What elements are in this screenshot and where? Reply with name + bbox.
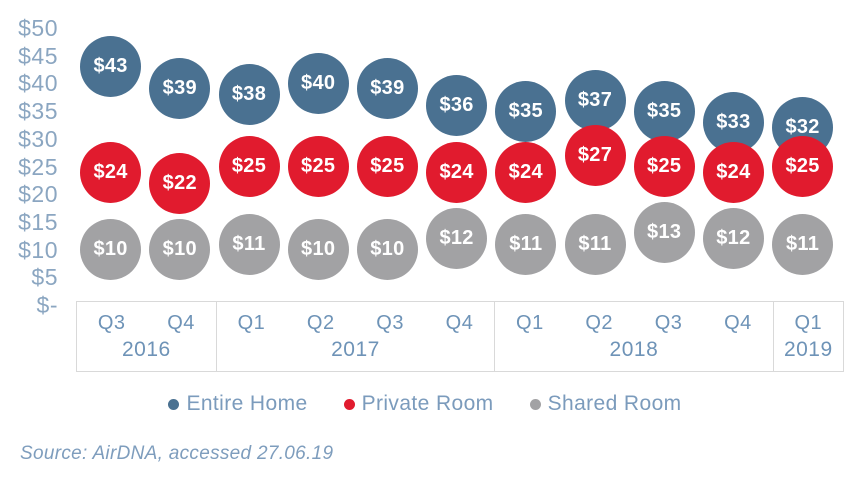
legend-dot-icon xyxy=(529,398,541,410)
bubble-private-room: $25 xyxy=(218,136,280,197)
legend-item-entire-home: Entire Home xyxy=(168,392,307,416)
y-tick-label: $45 xyxy=(18,42,58,69)
y-tick-label: $25 xyxy=(18,153,58,180)
legend-label: Shared Room xyxy=(547,392,682,415)
x-tick-label: Q1 xyxy=(516,311,544,334)
bubble-shared-room: $10 xyxy=(80,219,142,281)
x-axis-group-2019: Q1 2019 xyxy=(774,302,843,371)
legend-item-shared-room: Shared Room xyxy=(529,392,682,416)
x-tick-label: Q2 xyxy=(585,311,614,334)
y-tick-label: $- xyxy=(36,292,58,318)
x-tick-label: Q4 xyxy=(724,311,752,334)
bubble-private-room: $22 xyxy=(149,152,211,214)
bubble-shared-room: $11 xyxy=(218,213,280,275)
bubble-shared-room: $11 xyxy=(564,213,626,275)
quarter-row: Q1 Q2 Q3 Q4 xyxy=(495,302,772,338)
bubble-entire-home: $37 xyxy=(564,69,626,131)
x-tick-label: Q3 xyxy=(654,311,683,334)
bubble-entire-home: $43 xyxy=(80,36,142,98)
bubble-entire-home: $39 xyxy=(356,58,418,120)
bubble-private-room: $24 xyxy=(426,141,488,203)
bubble-private-room: $25 xyxy=(356,136,418,197)
x-axis-year-label: 2016 xyxy=(122,338,171,361)
legend-item-private-room: Private Room xyxy=(343,392,494,416)
bubble-private-room: $24 xyxy=(702,141,764,203)
x-axis-group-2017: Q1 Q2 Q3 Q4 2017 xyxy=(217,302,496,371)
quarter-row: Q1 xyxy=(774,302,843,338)
x-tick-label: Q4 xyxy=(445,311,474,334)
y-tick-label: $40 xyxy=(18,70,58,97)
bubble-entire-home: $40 xyxy=(287,52,349,114)
x-tick-label: Q2 xyxy=(306,311,335,334)
bubble-shared-room: $10 xyxy=(356,219,418,281)
y-axis: $50 $45 $40 $35 $30 $25 $20 $15 $10 $5 $- xyxy=(0,0,58,340)
x-tick-label: Q3 xyxy=(97,311,126,334)
source-note: Source: AirDNA, accessed 27.06.19 xyxy=(20,443,334,464)
bubble-shared-room: $13 xyxy=(633,202,695,264)
y-tick-label: $15 xyxy=(18,208,58,235)
quarter-row: Q3 Q4 xyxy=(77,302,216,338)
x-axis-group-2018: Q1 Q2 Q3 Q4 2018 xyxy=(495,302,774,371)
legend: Entire Home Private Room Shared Room xyxy=(0,392,850,416)
y-tick-label: $30 xyxy=(18,125,58,152)
bubble-shared-room: $10 xyxy=(149,219,211,281)
x-axis-group-2016: Q3 Q4 2016 xyxy=(77,302,217,371)
x-axis-year-label: 2018 xyxy=(609,338,659,361)
bubble-private-room: $25 xyxy=(772,136,834,197)
bubble-entire-home: $35 xyxy=(633,80,695,142)
bubble-shared-room: $12 xyxy=(426,208,488,270)
bubble-shared-room: $11 xyxy=(495,213,557,275)
x-axis-year-label: 2019 xyxy=(783,338,833,361)
bubble-entire-home: $38 xyxy=(218,63,280,125)
x-tick-label: Q4 xyxy=(167,311,195,334)
x-tick-label: Q1 xyxy=(794,311,823,334)
bubble-private-room: $24 xyxy=(80,141,142,203)
y-tick-label: $20 xyxy=(18,181,58,208)
bubble-entire-home: $36 xyxy=(426,75,488,137)
x-tick-label: Q1 xyxy=(237,311,266,334)
bubble-private-room: $25 xyxy=(633,136,695,197)
y-tick-label: $50 xyxy=(18,15,58,41)
bubble-shared-room: $12 xyxy=(702,208,764,270)
bubble-shared-room: $10 xyxy=(287,219,349,281)
bubble-private-room: $24 xyxy=(495,141,557,203)
legend-label: Entire Home xyxy=(186,392,308,415)
bubble-private-room: $27 xyxy=(564,124,626,186)
quarter-row: Q1 Q2 Q3 Q4 xyxy=(217,302,494,338)
bubble-private-room: $25 xyxy=(287,136,349,197)
x-axis: Q3 Q4 2016 Q1 Q2 Q3 Q4 2017 Q1 Q2 Q3 Q4 2018 Q1 2019 xyxy=(76,301,844,372)
y-tick-label: $10 xyxy=(18,236,58,263)
y-tick-label: $5 xyxy=(31,264,58,291)
y-tick-label: $35 xyxy=(18,98,58,125)
x-axis-year-label: 2017 xyxy=(331,338,380,361)
bubble-layer: $43 $39 $38 $40 $39 $36 $35 $37 $35 $33 $32 $24 $22 $… xyxy=(80,36,834,281)
bubble-entire-home: $39 xyxy=(149,58,211,120)
bubble-entire-home: $35 xyxy=(495,80,557,142)
bubble-shared-room: $11 xyxy=(772,213,834,275)
legend-label: Private Room xyxy=(361,392,494,415)
legend-dot-icon xyxy=(168,398,180,410)
x-tick-label: Q3 xyxy=(376,311,404,334)
legend-dot-icon xyxy=(343,398,355,410)
